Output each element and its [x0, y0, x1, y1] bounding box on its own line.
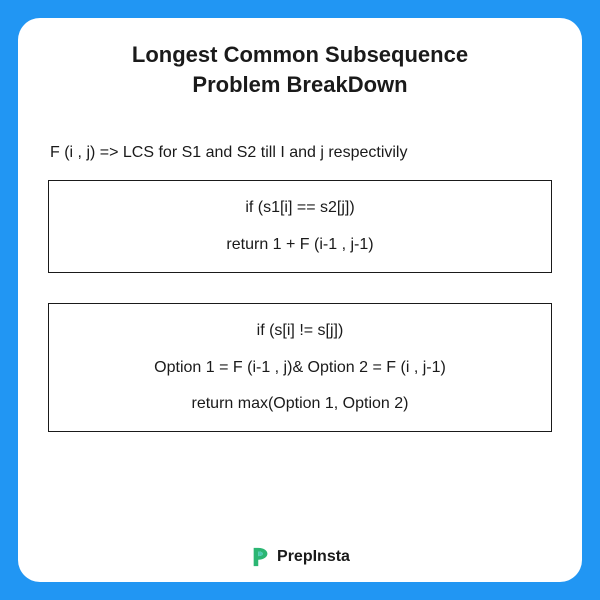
- prepinsta-logo-icon: [250, 546, 272, 568]
- title-line-1: Longest Common Subsequence: [132, 42, 468, 67]
- box1-line-2: return 1 + F (i-1 , j-1): [59, 234, 541, 256]
- box2-line-2: Option 1 = F (i-1 , j)& Option 2 = F (i …: [59, 357, 541, 379]
- case-not-equal-box: if (s[i] != s[j]) Option 1 = F (i-1 , j)…: [48, 303, 552, 432]
- box1-line-1: if (s1[i] == s2[j]): [59, 197, 541, 219]
- box2-line-3: return max(Option 1, Option 2): [59, 393, 541, 415]
- logo-area: PrepInsta: [48, 546, 552, 568]
- box2-line-1: if (s[i] != s[j]): [59, 320, 541, 342]
- logo-text: PrepInsta: [277, 548, 350, 566]
- content-card: Longest Common Subsequence Problem Break…: [18, 18, 582, 582]
- page-title: Longest Common Subsequence Problem Break…: [48, 40, 552, 99]
- case-equal-box: if (s1[i] == s2[j]) return 1 + F (i-1 , …: [48, 180, 552, 273]
- definition-text: F (i , j) => LCS for S1 and S2 till I an…: [48, 144, 552, 162]
- title-line-2: Problem BreakDown: [192, 72, 407, 97]
